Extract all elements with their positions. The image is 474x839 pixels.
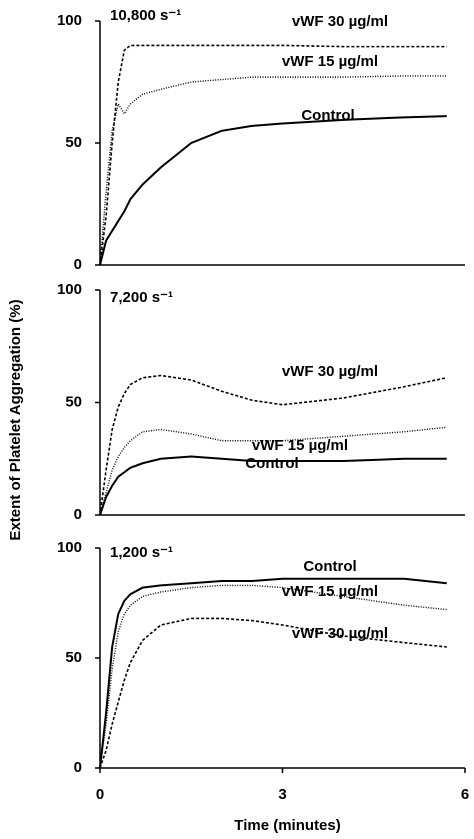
series-line (99, 577, 447, 769)
annotation: 7,200 s⁻¹ (110, 289, 173, 306)
x-tick-label: 0 (96, 786, 104, 803)
annotation: 10,800 s⁻¹ (110, 7, 181, 24)
series-line (99, 426, 447, 516)
series-label: Control (245, 455, 298, 472)
y-tick-label: 0 (74, 256, 82, 273)
y-tick-label: 100 (57, 12, 82, 29)
series-label: vWF 30 µg/ml (292, 13, 388, 30)
y-tick-label: 0 (74, 506, 82, 523)
x-axis-label: Time (minutes) (234, 817, 340, 834)
series-line (99, 44, 447, 266)
series-label: vWF 15 µg/ml (282, 53, 378, 70)
y-tick-label: 0 (74, 759, 82, 776)
series-label: vWF 15 µg/ml (252, 437, 348, 454)
y-tick-label: 100 (57, 281, 82, 298)
y-axis-label: Extent of Platelet Aggregation (%) (7, 299, 24, 540)
series-line (99, 584, 447, 769)
series-line (99, 455, 447, 516)
series-line (99, 374, 447, 516)
y-tick-label: 50 (65, 134, 82, 151)
x-tick-label: 3 (278, 786, 286, 803)
series-label: vWF 30 µg/ml (292, 625, 388, 642)
series-line (99, 75, 447, 266)
series-label: Control (303, 558, 356, 575)
series-label: vWF 15 µg/ml (282, 583, 378, 600)
annotation: 1,200 s⁻¹ (110, 544, 173, 561)
x-tick-label: 6 (461, 786, 469, 803)
series-line (99, 115, 447, 266)
series-label: Control (301, 107, 354, 124)
series-label: vWF 30 µg/ml (282, 363, 378, 380)
y-tick-label: 50 (65, 393, 82, 410)
y-tick-label: 50 (65, 649, 82, 666)
y-tick-label: 100 (57, 539, 82, 556)
series-line (99, 617, 447, 769)
